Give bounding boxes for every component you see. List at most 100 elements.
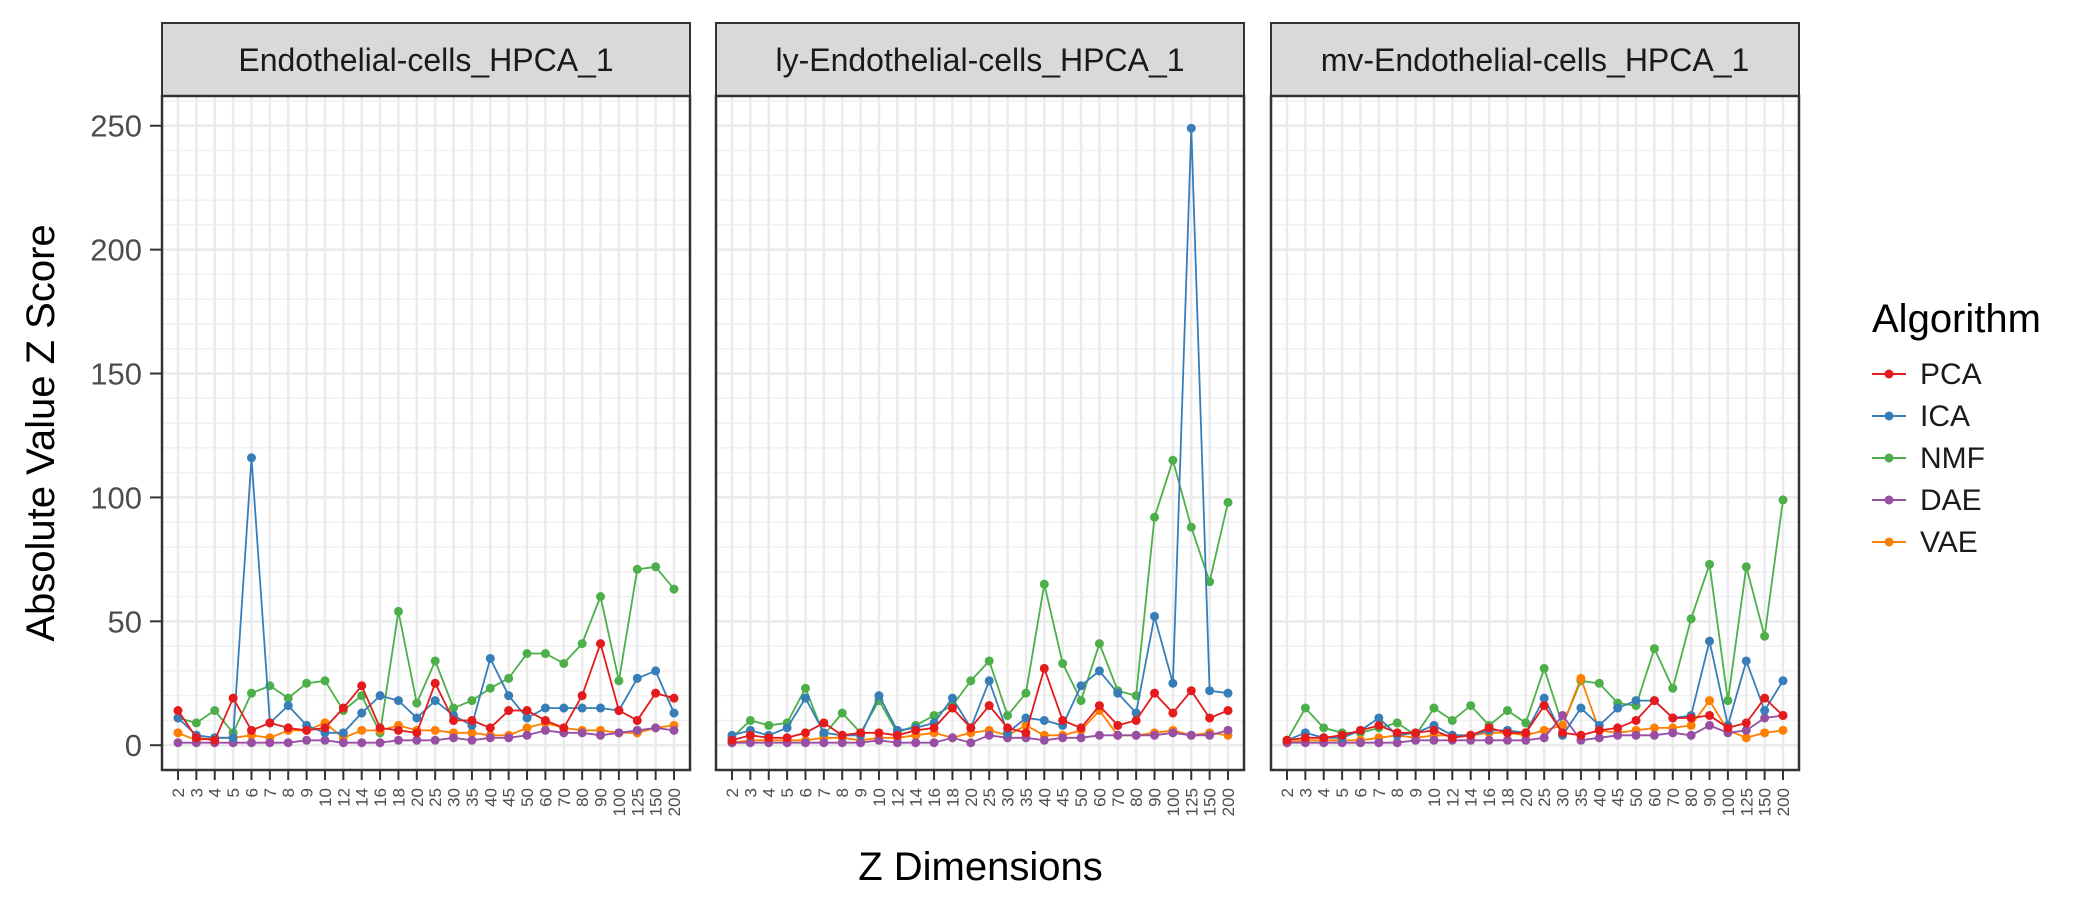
data-point-dae <box>1668 728 1678 738</box>
x-tick-label: 60 <box>536 788 555 807</box>
data-point-nmf <box>614 676 624 686</box>
x-tick-label: 5 <box>1333 788 1352 797</box>
data-point-pca <box>1484 723 1494 733</box>
series-line-nmf <box>731 457 1229 739</box>
data-point-dae <box>1076 733 1086 743</box>
data-point-dae <box>577 728 587 738</box>
data-point-nmf <box>1686 614 1696 624</box>
x-tick-label: 2 <box>169 788 188 797</box>
x-tick-label: 3 <box>741 788 760 797</box>
x-tick-label: 125 <box>1737 788 1756 816</box>
data-point-ica <box>1539 693 1549 703</box>
data-point-ica <box>1021 713 1031 723</box>
series-line-pca <box>177 640 675 742</box>
x-tick-label: 2 <box>1278 788 1297 797</box>
series-line-nmf <box>1286 499 1784 741</box>
data-point-pca <box>393 725 403 735</box>
data-point-nmf <box>1705 559 1715 569</box>
x-tick-label: 25 <box>426 788 445 807</box>
legend-key-point <box>1884 495 1894 505</box>
data-point-dae <box>929 738 939 748</box>
series-line-pca <box>731 665 1229 742</box>
data-point-dae <box>819 738 829 748</box>
data-point-pca <box>1168 708 1178 718</box>
data-point-pca <box>449 715 459 725</box>
x-tick-label: 20 <box>408 788 427 807</box>
data-point-dae <box>1686 730 1696 740</box>
data-point-pca <box>1205 713 1215 723</box>
x-tick-label: 3 <box>187 788 206 797</box>
x-tick-label: 100 <box>1719 788 1738 816</box>
legend-label: NMF <box>1920 442 1985 475</box>
data-point-dae <box>467 735 477 745</box>
data-point-pca <box>632 715 642 725</box>
data-point-pca <box>651 688 661 698</box>
data-point-pca <box>338 703 348 713</box>
panel-border <box>1269 94 1801 772</box>
data-point-dae <box>1705 720 1715 730</box>
x-tick-label: 9 <box>852 788 871 797</box>
data-point-ica <box>1076 681 1086 691</box>
data-point-vae <box>1539 725 1549 735</box>
data-point-vae <box>522 723 532 733</box>
x-tick-label: 25 <box>1535 788 1554 807</box>
data-point-nmf <box>1150 512 1160 522</box>
data-point-pca <box>1668 713 1678 723</box>
x-tick-label: 10 <box>1425 788 1444 807</box>
data-point-pca <box>1686 713 1696 723</box>
x-tick-label: 8 <box>279 788 298 797</box>
data-point-pca <box>522 706 532 716</box>
data-point-dae <box>911 738 921 748</box>
data-point-ica <box>228 733 238 743</box>
data-point-nmf <box>246 688 256 698</box>
panel-border <box>714 94 1246 772</box>
data-point-dae <box>1150 730 1160 740</box>
data-point-nmf <box>1466 701 1476 711</box>
data-point-pca <box>173 706 183 716</box>
legend-title: Algorithm <box>1872 297 2041 341</box>
data-point-nmf <box>393 606 403 616</box>
data-point-pca <box>375 723 385 733</box>
data-point-dae <box>856 738 866 748</box>
facet-strip <box>1270 22 1800 97</box>
x-tick-label: 18 <box>389 788 408 807</box>
x-tick-label: 3 <box>1296 788 1315 797</box>
data-point-pca <box>764 733 774 743</box>
x-tick-label: 70 <box>1109 788 1128 807</box>
x-tick-label: 125 <box>1182 788 1201 816</box>
data-point-pca <box>1723 723 1733 733</box>
data-point-pca <box>1355 725 1365 735</box>
data-point-pca <box>1741 718 1751 728</box>
data-point-ica <box>1186 123 1196 133</box>
data-point-dae <box>1741 725 1751 735</box>
data-point-dae <box>892 738 902 748</box>
x-tick-label: 12 <box>334 788 353 807</box>
x-tick-label: 80 <box>573 788 592 807</box>
data-point-ica <box>947 693 957 703</box>
data-point-nmf <box>1186 522 1196 532</box>
y-tick-label: 100 <box>90 480 142 515</box>
x-tick-label: 25 <box>980 788 999 807</box>
data-point-ica <box>1168 678 1178 688</box>
data-point-pca <box>357 681 367 691</box>
x-tick-label: 30 <box>1554 788 1573 807</box>
x-tick-label: 8 <box>833 788 852 797</box>
x-tick-label: 5 <box>778 788 797 797</box>
data-point-pca <box>800 728 810 738</box>
data-point-dae <box>1411 735 1421 745</box>
data-point-pca <box>966 723 976 733</box>
y-tick-label: 150 <box>90 357 142 392</box>
data-point-pca <box>1429 725 1439 735</box>
data-point-nmf <box>1539 663 1549 673</box>
data-point-dae <box>412 735 422 745</box>
legend-key-point <box>1884 537 1894 547</box>
x-tick-label: 18 <box>943 788 962 807</box>
data-point-vae <box>1558 720 1568 730</box>
data-point-dae <box>1223 725 1233 735</box>
data-point-vae <box>430 725 440 735</box>
data-point-pca <box>1411 728 1421 738</box>
facet-strip-label: Endothelial-cells_HPCA_1 <box>238 42 613 78</box>
panel-background <box>716 96 1244 770</box>
x-tick-label: 35 <box>1572 788 1591 807</box>
x-tick-label: 70 <box>555 788 574 807</box>
